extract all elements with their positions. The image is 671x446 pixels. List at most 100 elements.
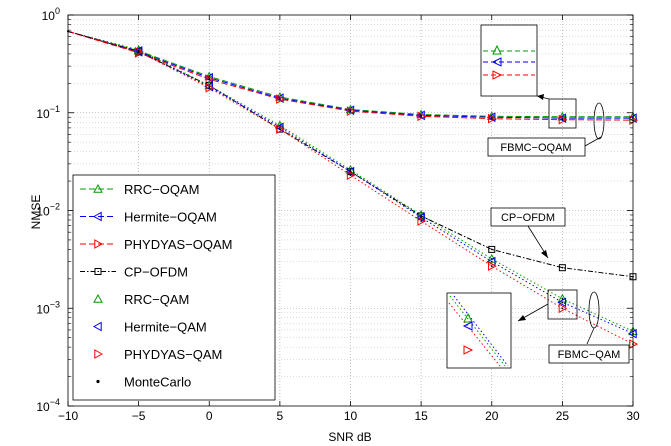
legend-marker-cp-ofdm — [94, 268, 102, 275]
fbmc-oqam-inset — [480, 24, 538, 97]
montecarlo-point — [420, 220, 423, 222]
montecarlo-point — [137, 50, 140, 53]
x-tick-label: 5 — [277, 409, 284, 423]
montecarlo-point — [208, 78, 211, 81]
legend-marker-rrc-qam — [93, 293, 103, 303]
legend-label-hermite-oqam: Hermite−OQAM — [124, 210, 217, 225]
data-point-phydyas-qam — [276, 124, 285, 134]
inset-hermite-qam-line — [453, 295, 509, 367]
x-tick-label: −10 — [58, 409, 79, 423]
fbmc-oqam-label-box — [487, 137, 586, 157]
data-point-phydyas-qam — [134, 46, 144, 57]
montecarlo-point — [490, 248, 493, 251]
data-point-phydyas-qam — [417, 216, 427, 226]
legend-label-montecarlo: MonteCarlo — [124, 375, 191, 390]
data-point-phydyas-oqam — [488, 113, 497, 124]
x-tick-label: 0 — [206, 409, 213, 423]
data-point-phydyas-qam — [629, 339, 639, 349]
data-point-phydyas-qam — [488, 261, 497, 271]
data-point-phydyas-oqam — [558, 114, 568, 125]
montecarlo-point — [278, 98, 281, 100]
fbmc-oqam-zoom-region — [548, 98, 577, 129]
tick-labels: −10 −5 0 5 10 15 20 25 30 10−4 10−3 10−2 10−1 100 — [36, 6, 640, 423]
montecarlo-point — [490, 260, 493, 263]
data-point-hermite-qam — [416, 212, 425, 223]
montecarlo-point — [278, 128, 281, 131]
inset-rrc-qam-marker — [463, 312, 473, 323]
legend: RRC−OQAM Hermite−OQAM PHYDYAS−OQAM CP−OFDM R… — [72, 174, 276, 401]
legend-label-hermite-qam: Hermite−QAM — [124, 320, 207, 335]
legend-label-rrc-qam: RRC−QAM — [124, 292, 189, 307]
legend-label-rrc-oqam: RRC−OQAM — [124, 182, 199, 197]
montecarlo-point — [349, 174, 352, 177]
y-tick-label: 100 — [42, 6, 60, 23]
data-point-phydyas-oqam — [346, 106, 356, 116]
legend-marker-hermite-oqam — [92, 211, 102, 222]
montecarlo-point — [561, 301, 564, 304]
legend-marker-montecarlo — [96, 379, 100, 384]
montecarlo-point — [561, 118, 564, 121]
montecarlo-point — [208, 86, 211, 89]
fbmc-qam-label: FBMC−QAM — [558, 349, 621, 361]
x-tick-label: 10 — [344, 409, 358, 423]
cp-ofdm-arrowhead — [541, 250, 548, 258]
y-axis-label: NMSE — [29, 195, 43, 230]
series-markers — [67, 30, 639, 349]
fbmc-qam-zoom-region — [547, 289, 578, 320]
x-tick-label: 15 — [414, 409, 428, 423]
data-point-hermite-qam — [557, 297, 567, 308]
fbmc-qam-zoom-arrowhead — [518, 315, 526, 321]
inset-hermite-qam-marker — [462, 321, 473, 331]
fbmc-qam-label-box — [548, 344, 630, 364]
inset-hermite-oqam-marker — [491, 57, 502, 67]
legend-items: RRC−OQAM Hermite−OQAM PHYDYAS−OQAM CP−OFDM R… — [80, 182, 232, 390]
data-point-phydyas-oqam — [417, 111, 427, 122]
montecarlo-point — [420, 115, 423, 118]
y-tick-label: 10−1 — [36, 104, 60, 121]
y-tick-label: 10−3 — [36, 299, 60, 316]
data-point-phydyas-qam — [205, 82, 215, 93]
montecarlo-point — [420, 216, 423, 219]
data-point-phydyas-qam — [346, 170, 356, 180]
montecarlo-point — [490, 117, 493, 120]
y-tick-label: 10−4 — [36, 397, 60, 414]
legend-marker-hermite-qam — [92, 321, 102, 332]
legend-label-phydyas-oqam: PHYDYAS−OQAM — [124, 237, 232, 252]
x-axis-label: SNR dB — [328, 430, 371, 444]
data-point-hermite-qam — [345, 166, 355, 177]
fbmc-oqam-connector — [584, 136, 602, 147]
montecarlo-point — [349, 170, 352, 173]
inset-rrc-qam-line — [449, 295, 506, 367]
inset-phydyas-qam-line — [448, 302, 501, 367]
legend-label-phydyas-qam: PHYDYAS−QAM — [124, 347, 222, 362]
fbmc-oqam-label: FBMC−OQAM — [500, 142, 571, 154]
legend-marker-phydyas-oqam — [94, 239, 104, 249]
montecarlo-point — [561, 307, 564, 310]
data-point-cp-ofdm — [558, 264, 566, 272]
x-tick-label: 20 — [485, 409, 499, 423]
cp-ofdm-label: CP−OFDM — [501, 212, 555, 224]
series-line-phydyas-oqam — [67, 30, 634, 121]
fbmc-oqam-zoom-arrowhead — [537, 94, 544, 100]
data-point-cp-ofdm — [488, 245, 496, 253]
legend-box — [72, 174, 276, 401]
data-point-phydyas-qam — [558, 303, 568, 314]
legend-label-cp-ofdm: CP−OFDM — [124, 265, 188, 280]
inset-phydyas-qam-marker — [463, 345, 474, 355]
montecarlo-point — [561, 266, 564, 269]
inset-phydyas-oqam-marker — [492, 70, 503, 80]
legend-marker-phydyas-qam — [94, 349, 104, 359]
data-point-phydyas-oqam — [276, 94, 285, 104]
data-point-phydyas-oqam — [629, 115, 639, 126]
data-point-hermite-qam — [627, 328, 637, 339]
data-point-hermite-qam — [204, 81, 213, 92]
inset-rrc-oqam-marker — [492, 44, 502, 55]
fbmc-qam-connector — [586, 327, 595, 345]
x-tick-label: −5 — [132, 409, 146, 423]
annotations: CP−OFDM FBMC−OQAM FBMC−QAM — [446, 24, 630, 369]
legend-marker-rrc-oqam — [93, 183, 103, 193]
montecarlo-point — [490, 265, 493, 267]
montecarlo-point — [561, 297, 564, 300]
x-tick-label: 30 — [626, 409, 640, 423]
